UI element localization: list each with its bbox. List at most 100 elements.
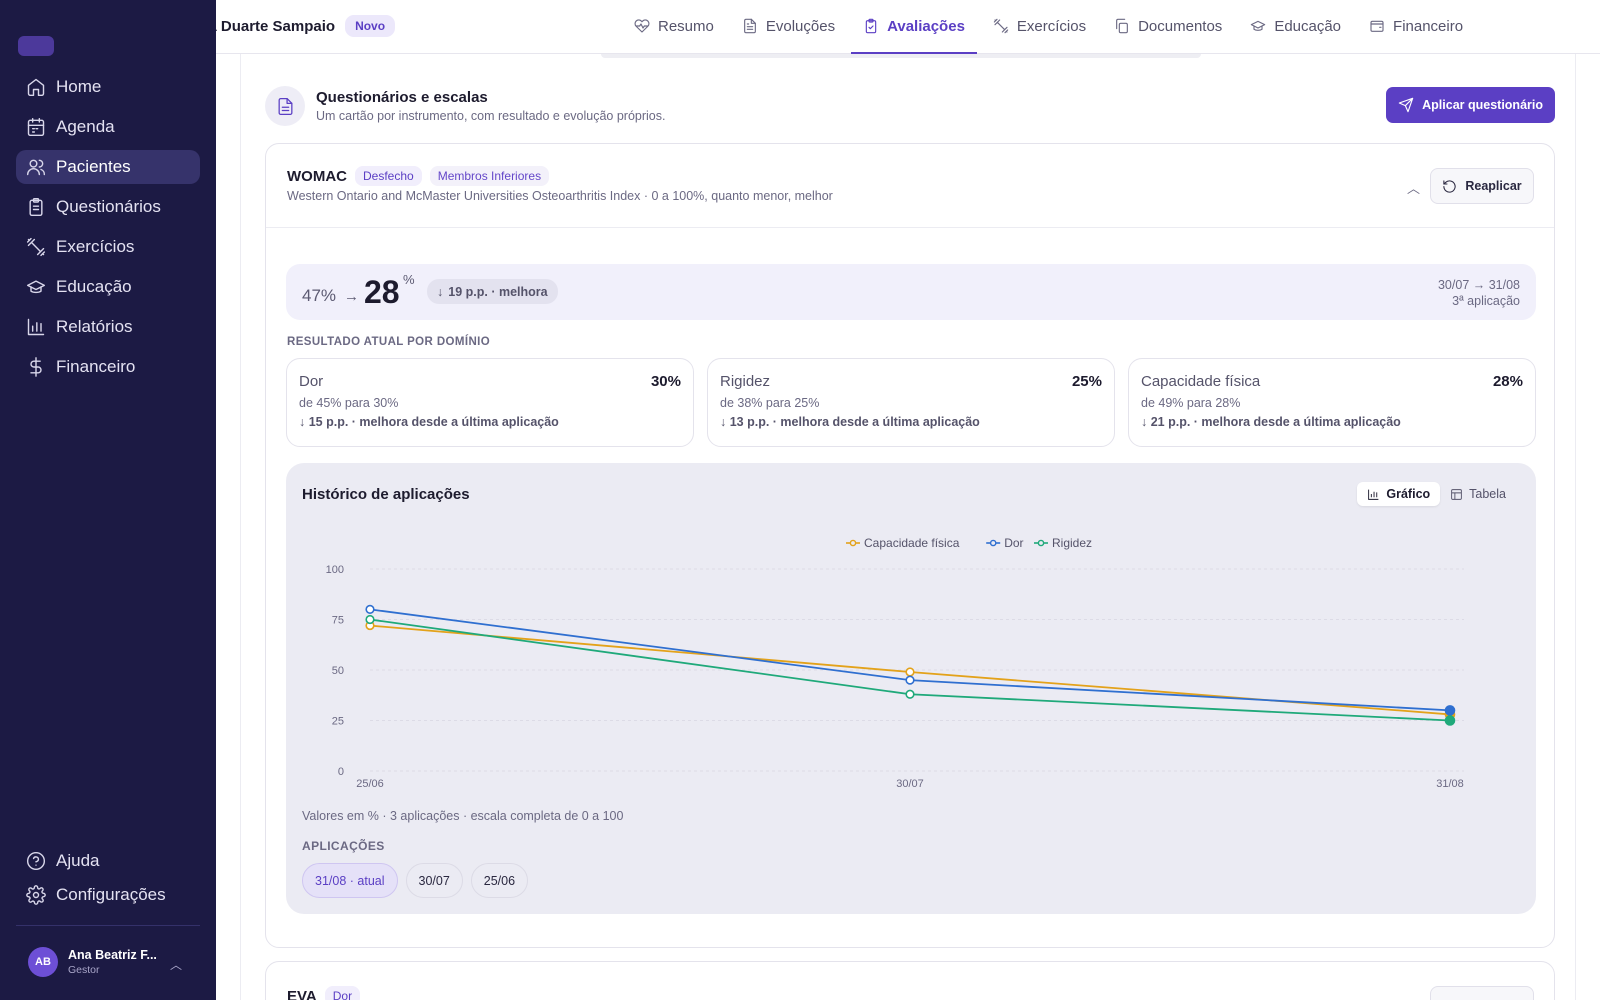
applications-heading: APLICAÇÕES <box>302 839 385 853</box>
domain-card-dor: Dor 30% de 45% para 30% ↓ 15 p.p. · melh… <box>286 358 694 447</box>
tab-exercicios[interactable]: Exercícios <box>981 0 1098 52</box>
sidebar-nav: Home Agenda Pacientes Questionários Exer… <box>16 70 200 390</box>
collapse-chevron-icon[interactable]: ︿ <box>1406 181 1420 196</box>
domain-delta: ↓ 15 p.p. · melhora desde a última aplic… <box>299 415 559 429</box>
tab-educacao[interactable]: Educação <box>1238 0 1353 52</box>
sidebar-item-home[interactable]: Home <box>16 70 200 104</box>
y-tick-label: 50 <box>332 665 344 677</box>
sidebar-item-exercicios[interactable]: Exercícios <box>16 230 200 264</box>
tab-documentos[interactable]: Documentos <box>1102 0 1234 52</box>
y-tick-label: 25 <box>332 716 344 728</box>
history-line-chart: 0 25 50 75 100 25/06 30/07 31/08 Capacidade físi… <box>326 536 1464 790</box>
domains-heading: RESULTADO ATUAL POR DOMÍNIO <box>287 336 491 348</box>
tab-evolucoes[interactable]: Evoluções <box>730 0 847 52</box>
calendar-icon <box>27 117 45 137</box>
sidebar-bottom-nav: Ajuda Configurações <box>16 846 200 914</box>
tab-financeiro[interactable]: Financeiro <box>1357 0 1475 52</box>
domain-delta-text: 21 p.p. · melhora desde a última aplicaç… <box>1150 415 1401 429</box>
domain-value: 30% <box>650 373 681 390</box>
button-label: Reaplicar <box>1465 179 1522 193</box>
arrow-down-icon: ↓ <box>1141 415 1151 429</box>
domain-name: Rigidez <box>720 373 771 390</box>
sidebar-item-agenda[interactable]: Agenda <box>16 110 200 144</box>
sidebar-item-label: Configurações <box>56 885 166 904</box>
applications-list: 31/08 · atual 30/07 25/06 <box>302 863 536 898</box>
help-circle-icon <box>26 851 46 871</box>
eva-title-row: EVA Dor <box>287 986 368 1000</box>
application-chip[interactable]: 25/06 <box>470 863 529 898</box>
user-menu[interactable]: AB Ana Beatriz F... Gestor ︿ <box>28 946 198 978</box>
sidebar-item-configuracoes[interactable]: Configurações <box>16 880 200 910</box>
toggle-chart[interactable]: Gráfico <box>1357 482 1441 506</box>
score-delta-text: 19 p.p. · melhora <box>448 284 548 299</box>
tab-label: Avaliações <box>887 17 965 35</box>
gear-icon <box>26 885 46 905</box>
main-content: Questionários e escalas Um cartão por in… <box>240 54 1576 1000</box>
tab-label: Evoluções <box>765 17 836 35</box>
tag-dor: Dor <box>324 986 361 1000</box>
instrument-name: WOMAC <box>287 167 347 185</box>
document-icon <box>265 86 305 126</box>
date-range: 30/07 → 31/08 <box>1437 278 1520 292</box>
data-point <box>905 689 915 699</box>
section-subtitle: Um cartão por instrumento, com resultado… <box>316 109 666 123</box>
domain-value: 28% <box>1492 373 1523 390</box>
refresh-icon <box>1443 179 1456 193</box>
dollar-icon <box>30 357 42 377</box>
tab-label: Documentos <box>1138 17 1223 35</box>
domain-delta-text: 15 p.p. · melhora desde a última aplicaç… <box>308 415 559 429</box>
status-badge: Novo <box>345 15 396 37</box>
sidebar: Home Agenda Pacientes Questionários Exer… <box>0 0 216 1000</box>
reapply-button[interactable]: Reaplicar <box>1430 168 1534 204</box>
legend-label: Rigidez <box>1052 536 1092 550</box>
chevron-up-icon: ︿ <box>169 958 182 972</box>
score-range: 30/07 → 31/08 3ª aplicação <box>1438 277 1520 309</box>
score-delta-badge: ↓ 19 p.p. · melhora <box>427 279 558 304</box>
sidebar-item-label: Exercícios <box>56 237 135 256</box>
wallet-icon <box>1370 20 1384 32</box>
user-name: Ana Beatriz F... <box>68 948 157 962</box>
application-chip[interactable]: 30/07 <box>405 863 463 898</box>
toggle-table[interactable]: Tabela <box>1440 482 1516 506</box>
file-text-icon <box>743 18 756 34</box>
section-header: Questionários e escalas Um cartão por in… <box>265 86 1555 130</box>
sidebar-item-label: Ajuda <box>56 851 100 870</box>
table-icon <box>1451 488 1462 500</box>
arrow-down-icon: ↓ <box>437 284 444 299</box>
sidebar-item-ajuda[interactable]: Ajuda <box>16 846 200 876</box>
womac-card-header: WOMAC Desfecho Membros Inferiores Wester… <box>266 144 1554 228</box>
sidebar-item-label: Financeiro <box>56 357 136 376</box>
sidebar-divider <box>16 925 200 926</box>
apply-questionnaire-button[interactable]: Aplicar questionário <box>1386 87 1555 123</box>
sidebar-item-questionarios[interactable]: Questionários <box>16 190 200 224</box>
score-current: 28 <box>364 274 400 310</box>
eva-reapply-button[interactable] <box>1430 986 1534 1000</box>
domain-change: de 45% para 30% <box>299 396 399 410</box>
patient-tabs: Resumo Evoluções Avaliações Exercícios D… <box>622 0 1479 54</box>
graduation-cap-icon <box>26 280 46 294</box>
sidebar-item-educacao[interactable]: Educação <box>16 270 200 304</box>
legend-label: Dor <box>1004 536 1023 550</box>
score-previous: 47% <box>302 286 337 305</box>
tag-membros-inferiores: Membros Inferiores <box>429 166 550 186</box>
arrow-right-icon: → <box>344 288 359 305</box>
sidebar-item-label: Home <box>56 77 102 96</box>
tab-resumo[interactable]: Resumo <box>622 0 726 52</box>
arrow-down-icon: ↓ <box>299 415 309 429</box>
y-tick-label: 75 <box>332 615 344 627</box>
dumbbell-icon <box>26 237 46 257</box>
send-icon <box>1398 97 1414 113</box>
sidebar-item-financeiro[interactable]: Financeiro <box>16 350 200 384</box>
application-chip-current[interactable]: 31/08 · atual <box>302 863 398 898</box>
sidebar-item-relatorios[interactable]: Relatórios <box>16 310 200 344</box>
data-point <box>905 667 915 677</box>
y-tick-label: 100 <box>326 564 344 576</box>
data-point <box>365 614 375 625</box>
user-role: Gestor <box>68 964 100 976</box>
chart-note: Valores em % · 3 aplicações · escala com… <box>302 809 624 823</box>
eva-card: EVA Dor <box>265 961 1555 1000</box>
tab-label: Resumo <box>658 17 714 35</box>
score-summary: 47% → 28 % ↓ 19 p.p. · melhora 30/07 → 3… <box>286 264 1536 320</box>
tab-avaliacoes[interactable]: Avaliações <box>851 0 977 54</box>
sidebar-item-pacientes[interactable]: Pacientes <box>16 150 200 184</box>
